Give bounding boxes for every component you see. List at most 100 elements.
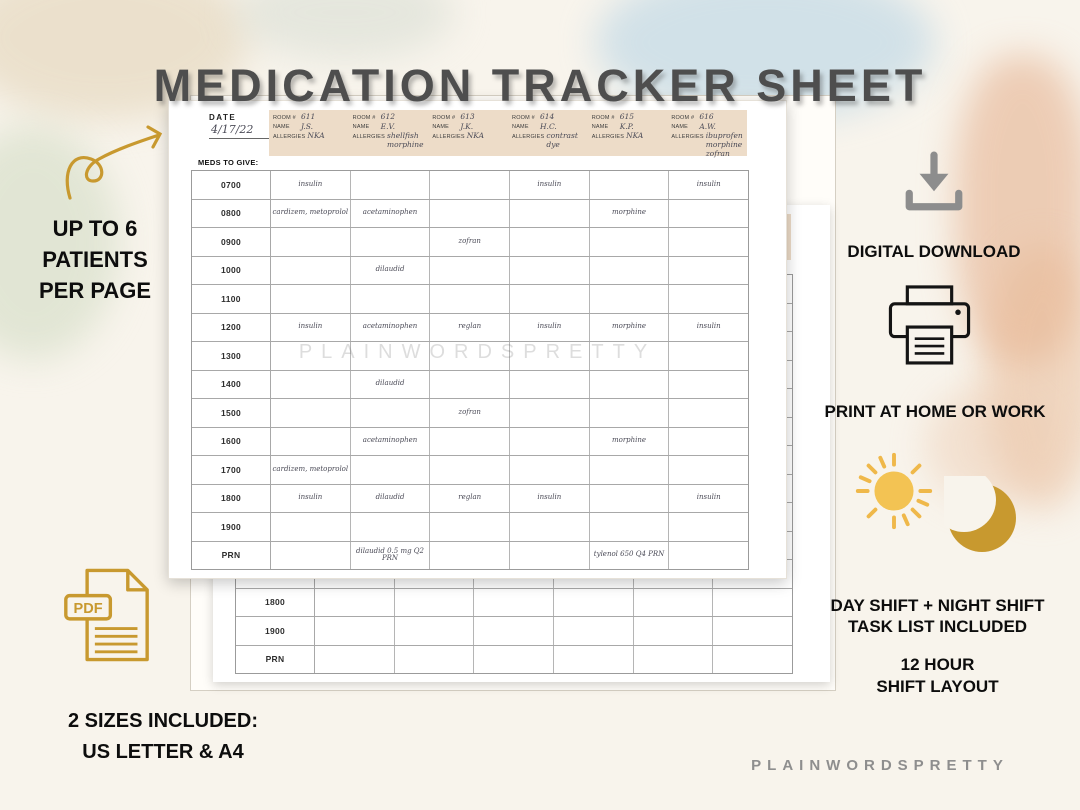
med-cell bbox=[430, 456, 511, 484]
med-cell bbox=[351, 171, 431, 199]
med-cell bbox=[510, 513, 590, 541]
time-label: 1300 bbox=[192, 342, 271, 370]
med-cell bbox=[430, 285, 511, 313]
med-cell bbox=[395, 588, 475, 616]
med-cell: insulin bbox=[696, 493, 721, 502]
field-label: ALLERGIES bbox=[273, 133, 306, 140]
patient-field: ROOM # 616 bbox=[671, 112, 744, 122]
med-row: PRN dilaudid 0.5 mg Q2 PRN tylenol 650 Q4 … bbox=[192, 541, 748, 569]
med-cell bbox=[554, 645, 634, 673]
date-block: DATE 4/17/22 bbox=[209, 113, 269, 139]
field-label: ROOM # bbox=[512, 114, 535, 121]
med-cell: insulin bbox=[510, 484, 590, 512]
med-cell bbox=[271, 256, 351, 284]
med-cell bbox=[351, 285, 431, 313]
med-cell bbox=[474, 645, 555, 673]
page-title: MEDICATION TRACKER SHEET bbox=[153, 60, 927, 112]
med-cell bbox=[430, 171, 511, 199]
watercolor-wash-peach bbox=[985, 245, 1080, 510]
med-cell bbox=[669, 428, 748, 456]
time-label: 1600 bbox=[192, 427, 271, 455]
med-cell: cardizem, metoprolol bbox=[271, 456, 351, 484]
time-label: 1900 bbox=[236, 617, 315, 645]
patient-field: NAME J.S. bbox=[273, 122, 346, 132]
watercolor-wash-gray bbox=[235, 0, 455, 60]
med-cell bbox=[634, 617, 714, 645]
patient-field: NAME K.P. bbox=[591, 122, 665, 132]
sizes-line: US LETTER & A4 bbox=[82, 741, 244, 763]
med-cell: morphine bbox=[590, 199, 670, 227]
med-cell bbox=[510, 228, 590, 256]
time-label: 1100 bbox=[192, 285, 271, 313]
patient-field: ALLERGIES contrast dye bbox=[512, 131, 585, 149]
med-cell bbox=[510, 427, 590, 455]
med-cell: dilaudid 0.5 mg Q2 PRN bbox=[351, 541, 431, 569]
med-cell: dilaudid bbox=[351, 370, 431, 398]
med-cell bbox=[590, 285, 670, 313]
med-cell: zofran bbox=[430, 228, 511, 256]
med-cell bbox=[510, 456, 590, 484]
med-cell bbox=[395, 617, 475, 645]
field-value: contrast dye bbox=[546, 131, 578, 149]
field-label: ALLERGIES bbox=[512, 133, 545, 140]
patient-header-cell: ROOM #615 NAME K.P. ALLERGIES NKA bbox=[587, 110, 668, 156]
med-cell bbox=[669, 513, 748, 541]
field-label: NAME bbox=[671, 124, 689, 131]
field-value: NKA bbox=[466, 131, 484, 141]
med-cell bbox=[590, 228, 670, 256]
pdf-badge-text: PDF bbox=[74, 601, 103, 617]
field-value: H.C. bbox=[540, 121, 557, 131]
field-label: ALLERGIES bbox=[671, 133, 704, 140]
patient-header-cell: ROOM #611 NAME J.S. ALLERGIES NKA bbox=[269, 110, 349, 156]
med-cell bbox=[430, 513, 511, 541]
curved-arrow-icon bbox=[65, 125, 163, 200]
med-cell bbox=[510, 285, 590, 313]
med-cell: morphine bbox=[590, 313, 670, 341]
field-label: NAME bbox=[273, 124, 290, 131]
time-label: 0800 bbox=[192, 199, 271, 227]
time-label: 0900 bbox=[192, 228, 271, 256]
printer-icon bbox=[888, 285, 971, 365]
med-cell bbox=[590, 171, 670, 199]
field-value: J.K. bbox=[460, 121, 474, 131]
patient-field: ROOM # 613 bbox=[432, 112, 505, 122]
med-cell: insulin bbox=[696, 322, 721, 331]
shift-layout-label: 12 HOUR SHIFT LAYOUT bbox=[850, 654, 1025, 698]
med-cell: cardizem, metoprolol bbox=[271, 199, 351, 227]
up-to-6-patients-note: UP TO 6 PATIENTS PER PAGE bbox=[25, 214, 165, 306]
med-cell bbox=[669, 371, 748, 399]
med-cell: zofran bbox=[430, 399, 511, 427]
med-cell: dilaudid bbox=[351, 256, 431, 284]
med-cell bbox=[510, 256, 590, 284]
med-cell bbox=[590, 256, 670, 284]
patient-header-band: ROOM #611 NAME J.S. ALLERGIES NKA ROOM #612 NA… bbox=[269, 110, 748, 158]
med-cell bbox=[590, 370, 670, 398]
med-cell bbox=[669, 228, 748, 256]
med-cell bbox=[271, 370, 351, 398]
time-label: 1900 bbox=[192, 513, 271, 541]
med-cell bbox=[669, 342, 748, 370]
med-cell bbox=[430, 427, 511, 455]
patient-field: ALLERGIES ibuprofen morphine zofran bbox=[671, 131, 744, 158]
digital-download-label: DIGITAL DOWNLOAD bbox=[847, 242, 1021, 261]
brand-watermark: PLAINWORDSPRETTY bbox=[751, 757, 1009, 774]
field-value: A.W. bbox=[699, 121, 716, 131]
med-cell: insulin bbox=[510, 171, 590, 199]
med-cell bbox=[554, 617, 634, 645]
med-cell: acetaminophen bbox=[351, 427, 431, 455]
meds-to-give-label: MEDS TO GIVE: bbox=[198, 158, 259, 167]
med-cell bbox=[430, 541, 511, 569]
med-row: 0800 cardizem, metoprolol acetaminophen mor… bbox=[192, 199, 748, 228]
med-cell bbox=[634, 645, 714, 673]
field-label: NAME bbox=[591, 124, 609, 131]
med-cell bbox=[315, 645, 395, 673]
med-cell bbox=[351, 399, 431, 427]
med-cell bbox=[713, 589, 792, 617]
med-row: 1600 acetaminophen morphine bbox=[192, 427, 748, 456]
med-cell: acetaminophen bbox=[351, 199, 431, 227]
layout-line: SHIFT LAYOUT bbox=[876, 677, 999, 697]
med-row: 1700 cardizem, metoprolol bbox=[192, 456, 748, 485]
med-cell bbox=[271, 285, 351, 313]
date-value: 4/17/22 bbox=[209, 122, 269, 139]
med-cell: insulin bbox=[696, 179, 721, 188]
